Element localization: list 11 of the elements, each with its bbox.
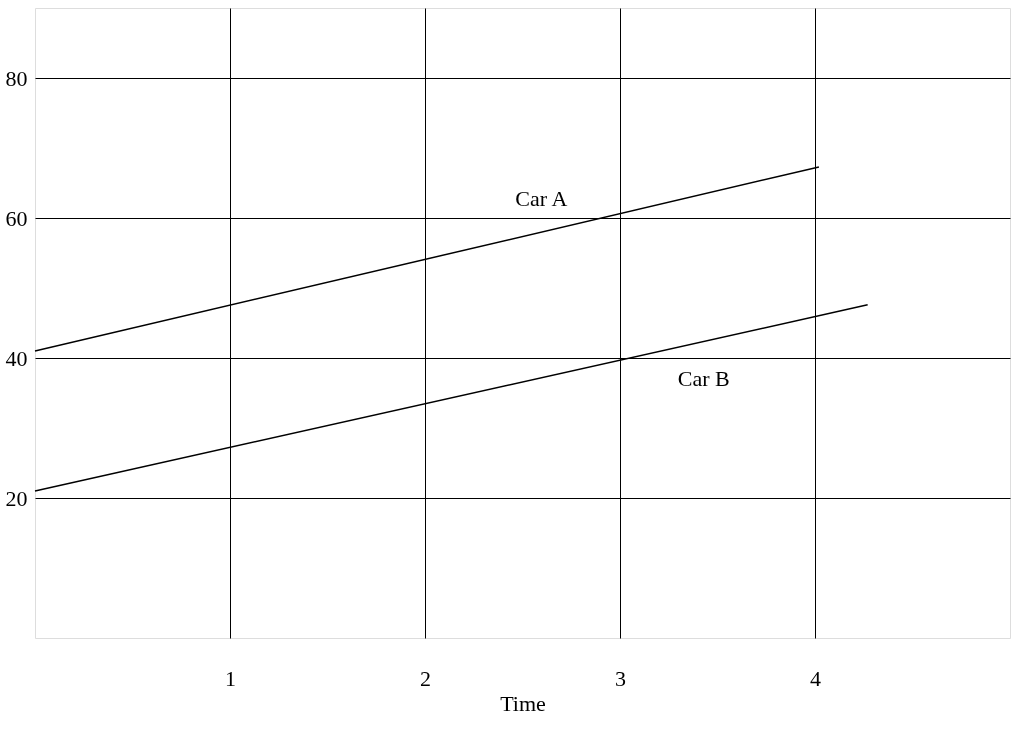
series-label: Car B — [677, 366, 730, 392]
series-label: Car A — [515, 185, 568, 211]
y-tick-label: 60 — [5, 205, 28, 231]
x-axis-title: Time — [500, 690, 546, 716]
x-tick-label: 3 — [615, 665, 626, 691]
y-tick-label: 80 — [5, 65, 28, 91]
y-tick-label: 20 — [5, 485, 28, 511]
x-tick-label: 4 — [810, 665, 821, 691]
x-tick-label: 1 — [225, 665, 236, 691]
y-tick-label: 40 — [5, 345, 28, 371]
x-tick-label: 2 — [420, 665, 431, 691]
